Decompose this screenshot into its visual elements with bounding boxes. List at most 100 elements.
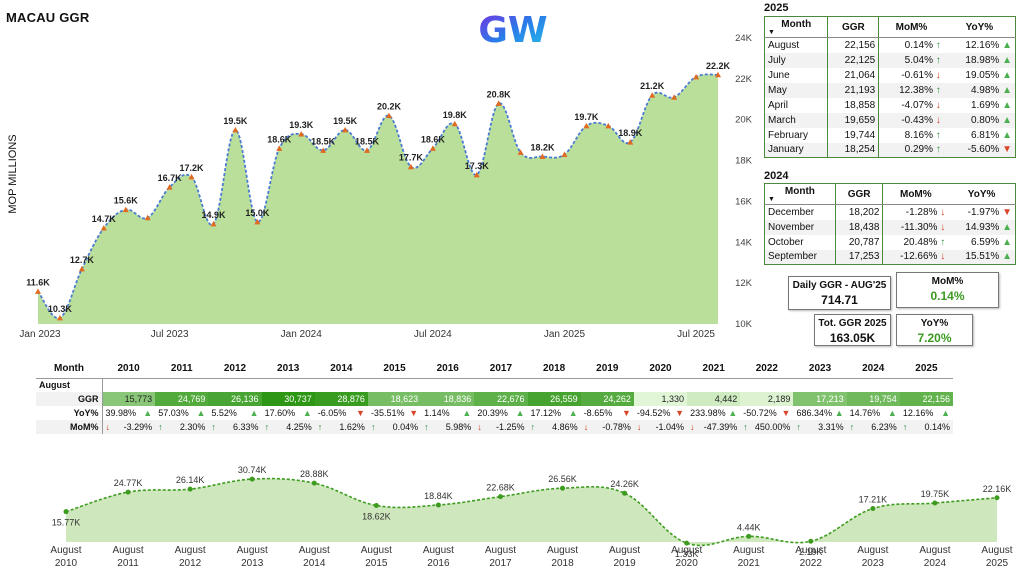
table-row: March 19,659 -0.43% ↓ 0.80% ▲ — [764, 112, 1016, 128]
year-empty-cell — [793, 378, 846, 392]
table-cell: September — [764, 249, 836, 265]
main-point — [649, 92, 656, 98]
year-header-cell: 2015 — [367, 360, 422, 379]
august-yearly-table: Month 2010 2011 2012 2013 2014 2015 2016 2017 201… — [36, 360, 953, 434]
year-row-label: YoY% — [36, 406, 103, 420]
table-cell: -0.43% ↓ — [901, 114, 941, 126]
year-header-cell: 2024 — [846, 360, 900, 379]
arrow-down-icon: ↓ — [933, 69, 941, 81]
year-empty-cell — [315, 378, 368, 392]
year-value-cell: ↑ 0.14% — [899, 420, 953, 434]
main-point-label: 19.3K — [289, 120, 314, 130]
table-cell: 18.98% ▲ — [965, 54, 1012, 66]
triangle-up-icon: ▲ — [999, 84, 1012, 96]
triangle-down-icon: ▼ — [781, 408, 791, 418]
main-line — [37, 73, 719, 319]
year-value-cell: 17.60% ▲ — [264, 408, 312, 418]
table-row: January 18,254 0.29% ↑ -5.60% ▼ — [764, 142, 1016, 158]
arrow-down-icon: ↓ — [937, 221, 946, 233]
main-point — [78, 265, 85, 272]
bottom-x-tick-year: 2021 — [738, 558, 761, 569]
arrow-down-icon: ↓ — [583, 422, 589, 432]
table-cell: 14.93% ▲ — [965, 221, 1012, 233]
table-cell: November — [764, 219, 836, 235]
bottom-x-tick-year: 2024 — [924, 558, 947, 569]
table-cell: 21,064 — [827, 67, 880, 83]
table-cell: June — [764, 67, 829, 83]
bottom-point-label: 22.16K — [983, 484, 1012, 494]
bottom-point — [373, 502, 379, 508]
main-point-label: 19.7K — [574, 112, 599, 122]
year-value-cell: 5.52% ▲ — [211, 408, 259, 418]
main-point — [385, 112, 392, 119]
main-point-label: 18.6K — [421, 134, 446, 144]
triangle-down-icon: ▼ — [999, 206, 1012, 218]
main-point — [517, 149, 524, 155]
main-point-label: 19.5K — [333, 116, 358, 126]
main-point — [100, 224, 107, 231]
year-header-cell: 2014 — [314, 360, 368, 379]
year-value-cell: ↓ -3.29% — [102, 420, 156, 434]
year-value-cell: ↑ 2.30% — [155, 420, 209, 434]
kpi-yoy-label: YoY% — [920, 318, 949, 329]
table-row: September 17,253 -12.66% ↓ 15.51% ▲ — [764, 249, 1016, 265]
main-y-tick: 24K — [735, 33, 753, 44]
table-header-cell: Month ▼ — [764, 16, 829, 38]
year-value-cell: ↑ 1.62% — [314, 420, 368, 434]
arrow-up-icon: ↑ — [933, 84, 941, 96]
table-row: August 22,156 0.14% ↑ 12.16% ▲ — [764, 37, 1016, 53]
year-header-cell: 2010 — [102, 360, 156, 379]
main-x-tick: Jul 2024 — [414, 329, 452, 340]
bottom-x-tick-month: August — [981, 545, 1012, 556]
bottom-x-tick-month: August — [112, 545, 143, 556]
year-ggr-cell: 24,769 — [155, 392, 209, 406]
year-value-cell: 39.98% ▲ — [105, 408, 153, 418]
bottom-x-tick-month: August — [423, 545, 454, 556]
kpi-total-label: Tot. GGR 2025 — [818, 318, 887, 329]
bottom-x-tick-year: 2019 — [613, 558, 636, 569]
year-empty-cell — [687, 378, 740, 392]
arrow-up-icon: ↑ — [849, 422, 855, 432]
main-point — [188, 173, 195, 180]
table-cell: -1.97% ▼ — [967, 206, 1012, 218]
main-y-tick: 10K — [735, 319, 753, 330]
triangle-up-icon: ▲ — [999, 221, 1012, 233]
triangle-up-icon: ▲ — [887, 408, 897, 418]
year-ggr-cell: 24,262 — [580, 392, 634, 406]
main-point-label: 17.2K — [180, 163, 205, 173]
bottom-point — [249, 476, 255, 482]
kpi-daily-label: Daily GGR - AUG'25 — [792, 280, 887, 291]
main-point-label: 18.9K — [618, 128, 643, 138]
bottom-point — [63, 509, 69, 515]
year-empty-cell — [474, 378, 527, 392]
table-cell: January — [764, 142, 829, 158]
year-section-row: August — [36, 378, 953, 392]
table-2025-title: 2025 — [764, 2, 789, 14]
triangle-down-icon: ▼ — [675, 408, 685, 418]
main-point-label: 18.5K — [311, 136, 336, 146]
year-ggr-cell: 18,836 — [421, 392, 475, 406]
main-point — [364, 147, 371, 153]
bottom-x-tick-year: 2017 — [489, 558, 512, 569]
arrow-down-icon: ↓ — [933, 99, 941, 111]
table-header-row: Month ▼ GGR MoM% YoY% — [764, 16, 1016, 38]
bottom-x-tick-month: August — [733, 545, 764, 556]
year-value-cell: -35.51% ▼ — [370, 408, 419, 418]
main-point-label: 20.2K — [377, 102, 402, 112]
table-row: December 18,202 -1.28% ↓ -1.97% ▼ — [764, 204, 1016, 220]
table-cell: 4.98% ▲ — [970, 84, 1012, 96]
bottom-x-tick-month: August — [795, 545, 826, 556]
table-cell: 18,858 — [827, 97, 880, 113]
year-header-cell: 2025 — [899, 360, 953, 379]
bottom-x-tick-year: 2020 — [676, 558, 699, 569]
table-header-cell: GGR — [835, 183, 884, 205]
bottom-point — [622, 490, 628, 496]
main-x-tick: Jan 2023 — [19, 329, 61, 340]
bottom-x-tick-year: 2010 — [55, 558, 78, 569]
triangle-up-icon: ▲ — [196, 408, 206, 418]
year-value-cell: ↓ -0.78% — [580, 420, 634, 434]
bottom-point — [684, 540, 690, 546]
year-table-corner: Month — [36, 360, 102, 379]
year-header-cell: 2022 — [740, 360, 794, 379]
